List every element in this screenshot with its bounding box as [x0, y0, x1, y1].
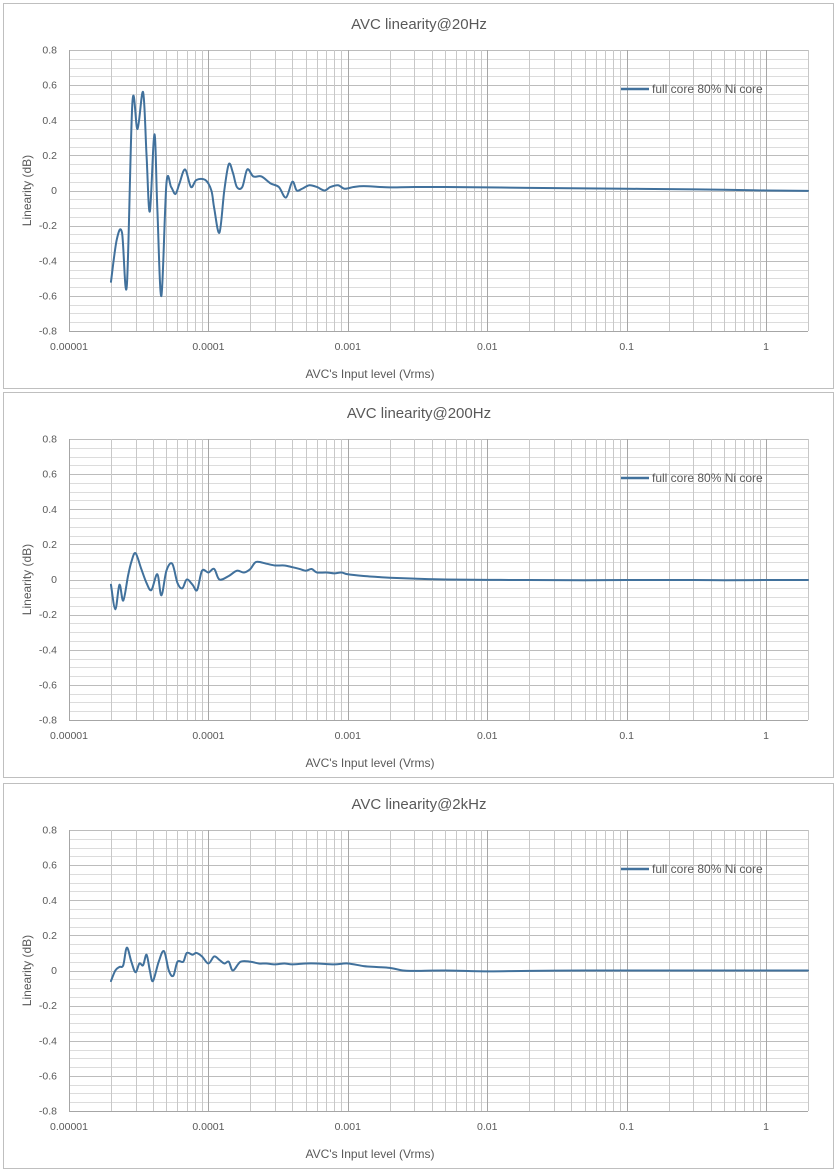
- series-line: [109, 946, 809, 983]
- chart-title: AVC linearity@200Hz: [347, 405, 491, 422]
- x-tick-label: 0.0001: [192, 730, 224, 742]
- y-tick-label: 0.8: [42, 45, 57, 57]
- y-tick-label: -0.8: [39, 1106, 57, 1118]
- y-tick-label: 0.8: [42, 825, 57, 837]
- x-tick-label: 0.00001: [50, 341, 88, 353]
- x-tick-label: 1: [763, 341, 769, 353]
- y-tick-label: 0.4: [42, 895, 57, 907]
- x-tick-label: 0.001: [335, 730, 361, 742]
- x-tick-label: 0.1: [619, 341, 634, 353]
- y-axis-title: Linearity (dB): [20, 155, 34, 226]
- x-axis-title: AVC's Input level (Vrms): [306, 756, 435, 770]
- chart-panel-20hz: AVC linearity@20Hz 0.8 0.6 0.4 0.2 0 -0.2 -0.4 -…: [3, 3, 834, 389]
- y-tick-label: 0: [51, 185, 57, 197]
- y-tick-label: -0.2: [39, 1000, 57, 1012]
- legend-label: full core 80% Ni core: [652, 862, 763, 876]
- chart-panel-2khz: AVC linearity@2kHz 0.8 0.6 0.4 0.2 0 -0.2 -0.4 -…: [3, 783, 834, 1169]
- y-tick-label: -0.4: [39, 644, 57, 656]
- x-tick-label: 0.0001: [192, 1121, 224, 1133]
- y-axis-title: Linearity (dB): [20, 935, 34, 1006]
- chart-svg-200hz: AVC linearity@200Hz 0.8 0.6 0.4 0.2 0 -0.2 -0.4…: [20, 405, 809, 770]
- x-tick-label: 1: [763, 730, 769, 742]
- series-line: [109, 91, 809, 297]
- grid-horizontal: [69, 830, 808, 1112]
- y-tick-label: -0.2: [39, 609, 57, 621]
- y-tick-label: 0.2: [42, 930, 57, 942]
- legend-label: full core 80% Ni core: [652, 82, 763, 96]
- y-tick-label: 0.6: [42, 860, 57, 872]
- y-tick-label: -0.6: [39, 290, 57, 302]
- x-tick-label: 0.1: [619, 1121, 634, 1133]
- chart-svg-2khz: AVC linearity@2kHz 0.8 0.6 0.4 0.2 0 -0.2 -0.4 -…: [20, 796, 809, 1161]
- legend-label: full core 80% Ni core: [652, 471, 763, 485]
- x-tick-label: 0.00001: [50, 730, 88, 742]
- chart-svg-20hz: AVC linearity@20Hz 0.8 0.6 0.4 0.2 0 -0.2 -0.4 -…: [20, 16, 809, 381]
- grid-horizontal: [69, 50, 808, 332]
- x-tick-label: 0.00001: [50, 1121, 88, 1133]
- y-tick-label: -0.4: [39, 255, 57, 267]
- x-axis-title: AVC's Input level (Vrms): [306, 1147, 435, 1161]
- x-tick-label: 0.01: [477, 341, 498, 353]
- series-line: [109, 552, 809, 611]
- y-tick-label: -0.6: [39, 679, 57, 691]
- chart-panel-200hz: AVC linearity@200Hz 0.8 0.6 0.4 0.2 0 -0.2 -0.4…: [3, 392, 834, 778]
- y-axis-title: Linearity (dB): [20, 544, 34, 615]
- x-axis-title: AVC's Input level (Vrms): [306, 367, 435, 381]
- y-tick-label: -0.6: [39, 1070, 57, 1082]
- chart-title: AVC linearity@20Hz: [351, 16, 487, 33]
- y-tick-label: -0.8: [39, 715, 57, 727]
- y-tick-label: 0.6: [42, 80, 57, 92]
- y-tick-label: 0.2: [42, 150, 57, 162]
- x-tick-label: 0.001: [335, 341, 361, 353]
- y-tick-label: 0.8: [42, 434, 57, 446]
- x-tick-label: 0.01: [477, 1121, 498, 1133]
- y-tick-label: 0.4: [42, 115, 57, 127]
- x-tick-label: 1: [763, 1121, 769, 1133]
- y-tick-label: -0.2: [39, 220, 57, 232]
- x-tick-label: 0.1: [619, 730, 634, 742]
- x-tick-label: 0.001: [335, 1121, 361, 1133]
- chart-title: AVC linearity@2kHz: [352, 796, 487, 813]
- x-tick-label: 0.0001: [192, 341, 224, 353]
- y-tick-label: 0.6: [42, 469, 57, 481]
- y-tick-label: 0.2: [42, 539, 57, 551]
- y-tick-label: -0.8: [39, 326, 57, 338]
- y-tick-label: 0.4: [42, 504, 57, 516]
- x-tick-label: 0.01: [477, 730, 498, 742]
- y-tick-label: 0: [51, 965, 57, 977]
- y-tick-label: 0: [51, 574, 57, 586]
- y-tick-label: -0.4: [39, 1035, 57, 1047]
